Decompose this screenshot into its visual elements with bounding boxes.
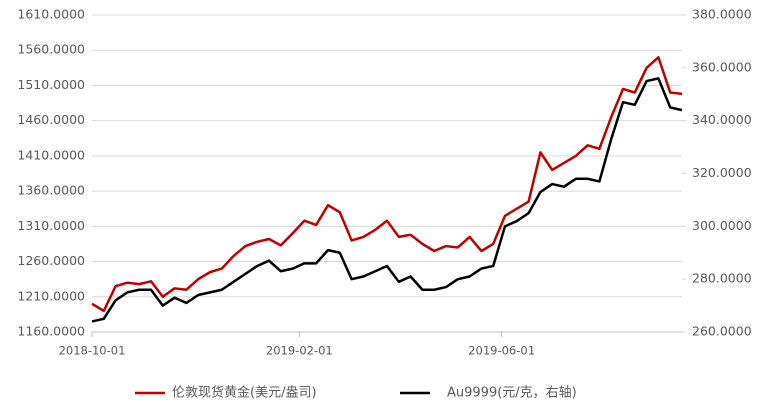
y2-tick-label: 260.0000 xyxy=(692,324,752,339)
y2-tick-label: 360.0000 xyxy=(692,59,752,74)
x-tick-label: 2019-02-01 xyxy=(266,344,333,358)
y-tick-label: 1410.0000 xyxy=(17,147,85,162)
y-tick-label: 1310.0000 xyxy=(17,218,85,233)
y2-tick-label: 280.0000 xyxy=(692,271,752,286)
y-tick-label: 1610.0000 xyxy=(17,7,85,22)
x-tick-label: 2018-10-01 xyxy=(59,344,126,358)
y-tick-label: 1360.0000 xyxy=(17,183,85,198)
legend-label: Au9999(元/克，右轴) xyxy=(447,386,577,401)
series-line xyxy=(91,56,683,313)
y2-tick-label: 340.0000 xyxy=(692,112,752,127)
y-tick-label: 1560.0000 xyxy=(17,42,85,57)
legend-label: 伦敦现货黄金(美元/盎司) xyxy=(172,385,317,401)
series-line xyxy=(91,77,683,323)
y2-tick-label: 380.0000 xyxy=(692,7,752,22)
y-tick-label: 1510.0000 xyxy=(17,77,85,92)
y-tick-label: 1210.0000 xyxy=(17,288,85,303)
x-tick-label: 2019-06-01 xyxy=(468,344,535,358)
y-tick-label: 1460.0000 xyxy=(17,112,85,127)
y2-tick-label: 300.0000 xyxy=(692,218,752,233)
y2-tick-label: 320.0000 xyxy=(692,165,752,180)
y-tick-label: 1160.0000 xyxy=(17,324,85,339)
y-tick-label: 1260.0000 xyxy=(17,253,85,268)
